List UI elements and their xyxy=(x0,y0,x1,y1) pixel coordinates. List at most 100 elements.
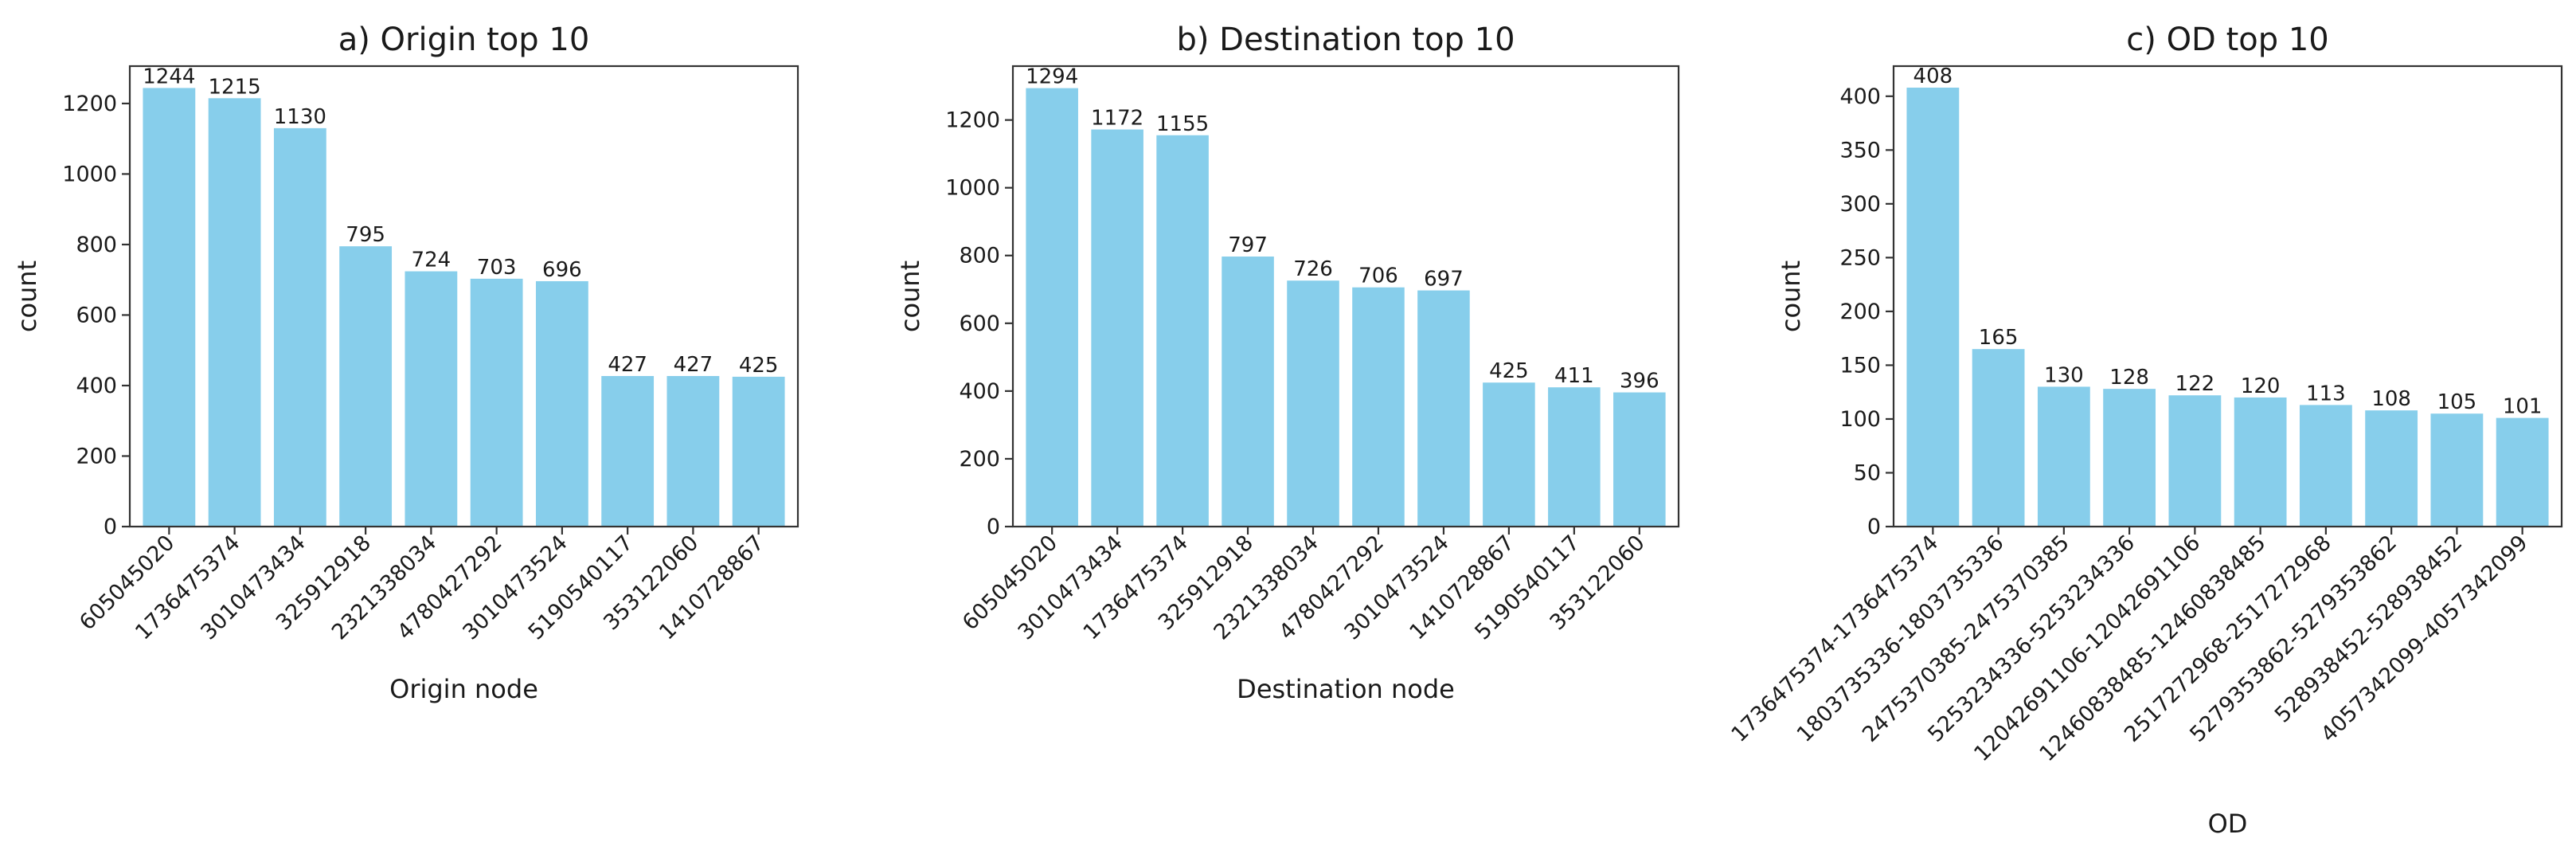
bar-2 xyxy=(208,98,261,527)
bar-value-label: 1130 xyxy=(274,105,326,129)
x-axis-label: Origin node xyxy=(389,674,538,704)
y-tick-label: 350 xyxy=(1839,138,1881,163)
y-tick-label: 1000 xyxy=(62,162,117,186)
bar-1 xyxy=(1026,88,1078,527)
y-axis-label: count xyxy=(895,261,925,332)
y-tick-label: 400 xyxy=(76,374,117,398)
chart-title: a) Origin top 10 xyxy=(338,22,590,58)
bar-value-label: 427 xyxy=(674,353,713,377)
bar-8 xyxy=(601,376,655,527)
bar-value-label: 1172 xyxy=(1091,107,1143,131)
chart-panel-2: 1294 1172 1155 797 726 706 697 425 411 396 0 200 400… xyxy=(895,22,1680,704)
bar-3 xyxy=(273,127,326,527)
y-tick-label: 0 xyxy=(1867,515,1881,539)
bar-value-label: 425 xyxy=(1489,359,1529,383)
bar-value-label: 120 xyxy=(2241,374,2281,398)
bar-value-label: 797 xyxy=(1228,233,1268,257)
bar-value-label: 425 xyxy=(739,354,779,378)
y-tick-label: 1200 xyxy=(62,92,117,116)
bar-value-label: 122 xyxy=(2175,372,2215,396)
bar-value-label: 696 xyxy=(542,258,582,282)
bar-value-label: 108 xyxy=(2371,387,2411,411)
bar-2 xyxy=(1972,349,2025,527)
y-tick-label: 0 xyxy=(987,515,1000,539)
bar-value-label: 1215 xyxy=(209,75,261,99)
bar-6 xyxy=(2234,397,2287,527)
chart-panel-1: 1244 1215 1130 795 724 703 696 427 427 425 0 200 400… xyxy=(12,22,799,704)
bar-8 xyxy=(2365,410,2418,527)
y-tick-label: 200 xyxy=(959,447,1000,472)
bar-value-label: 411 xyxy=(1554,364,1594,388)
y-tick-label: 1200 xyxy=(945,108,1000,133)
bar-value-label: 1155 xyxy=(1156,112,1209,136)
y-tick-label: 400 xyxy=(1839,84,1881,109)
bar-value-label: 706 xyxy=(1358,264,1398,288)
bar-10 xyxy=(732,376,785,527)
y-tick-label: 150 xyxy=(1839,353,1881,378)
bar-7 xyxy=(535,280,588,527)
bar-value-label: 128 xyxy=(2109,366,2149,390)
bar-10 xyxy=(1613,392,1666,527)
plot-frame xyxy=(128,65,799,528)
bar-3 xyxy=(2037,386,2090,527)
plot-frame xyxy=(1892,65,2563,528)
bar-9 xyxy=(1548,387,1601,527)
bar-5 xyxy=(2168,395,2222,527)
bar-1 xyxy=(143,88,196,527)
y-tick-label: 600 xyxy=(959,311,1000,336)
y-tick-label: 200 xyxy=(76,444,117,468)
bar-5 xyxy=(1287,280,1339,527)
chart-title: c) OD top 10 xyxy=(2126,22,2328,58)
bar-5 xyxy=(405,271,458,527)
y-tick-label: 200 xyxy=(1839,300,1881,324)
chart-title: b) Destination top 10 xyxy=(1176,22,1515,58)
bar-3 xyxy=(1156,135,1209,527)
bar-1 xyxy=(1906,88,1960,527)
bar-4 xyxy=(1222,257,1274,527)
bar-value-label: 1244 xyxy=(143,65,195,88)
x-axis-label: Destination node xyxy=(1237,674,1455,704)
y-tick-label: 50 xyxy=(1854,460,1881,485)
y-tick-label: 800 xyxy=(76,233,117,257)
y-tick-label: 800 xyxy=(959,244,1000,268)
bar-value-label: 130 xyxy=(2044,363,2084,387)
bar-9 xyxy=(666,376,720,527)
bar-8 xyxy=(1483,382,1535,527)
plot-frame xyxy=(1011,65,1680,528)
bar-value-label: 101 xyxy=(2503,395,2543,419)
y-tick-label: 100 xyxy=(1839,407,1881,432)
bar-value-label: 726 xyxy=(1293,257,1333,281)
bar-7 xyxy=(1417,290,1470,527)
bar-2 xyxy=(1091,129,1143,527)
bar-value-label: 724 xyxy=(412,249,451,272)
bar-value-label: 795 xyxy=(346,223,385,247)
bar-10 xyxy=(2496,417,2549,527)
bar-9 xyxy=(2430,413,2484,527)
x-axis-label: OD xyxy=(2208,809,2248,839)
chart-panel-3: 408 165 130 128 122 120 113 108 105 101 0 50 100 150 2… xyxy=(1727,22,2563,839)
bar-4 xyxy=(2103,389,2156,527)
bar-value-label: 703 xyxy=(477,256,517,280)
bar-value-label: 697 xyxy=(1424,268,1464,292)
bar-value-label: 1294 xyxy=(1026,65,1078,89)
bar-value-label: 408 xyxy=(1913,65,1953,88)
y-tick-label: 1000 xyxy=(945,176,1000,201)
bar-value-label: 113 xyxy=(2306,382,2346,405)
y-tick-label: 0 xyxy=(104,515,117,539)
y-tick-label: 250 xyxy=(1839,245,1881,270)
bar-6 xyxy=(470,278,523,527)
bar-7 xyxy=(2299,405,2352,527)
bar-value-label: 396 xyxy=(1620,370,1659,394)
bar-6 xyxy=(1352,287,1405,527)
bar-value-label: 105 xyxy=(2437,390,2477,414)
y-tick-label: 300 xyxy=(1839,192,1881,217)
bar-value-label: 427 xyxy=(608,353,647,377)
y-axis-label: count xyxy=(12,261,42,332)
y-tick-label: 400 xyxy=(959,379,1000,404)
y-tick-label: 600 xyxy=(76,303,117,327)
bar-4 xyxy=(339,246,393,527)
bar-value-label: 165 xyxy=(1979,326,2019,350)
y-axis-label: count xyxy=(1776,261,1806,332)
